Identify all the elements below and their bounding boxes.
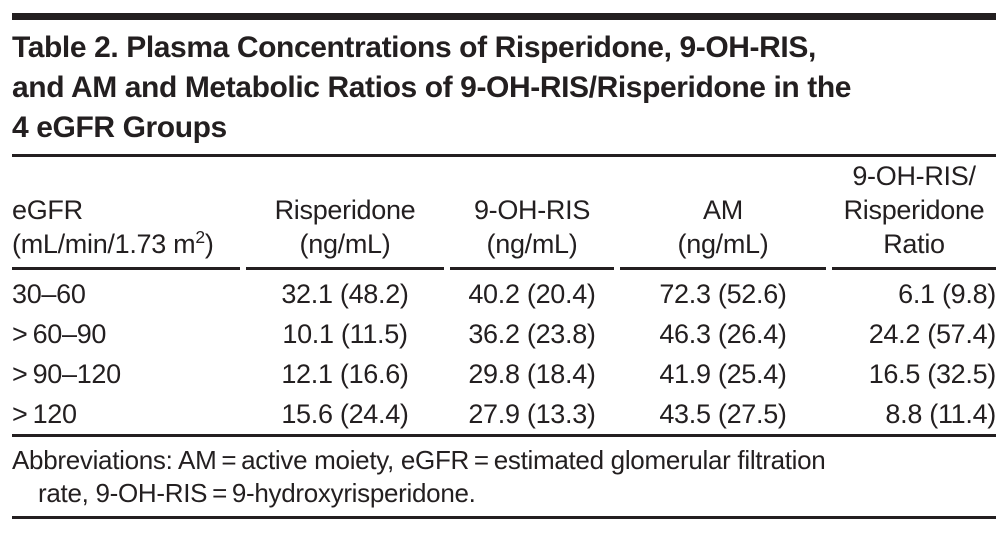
footnote-line-1: Abbreviations: AM = active moiety, eGFR … xyxy=(12,445,826,475)
am-cell: 41.9 (25.4) xyxy=(659,359,787,389)
rule-under-title xyxy=(12,154,996,157)
table-row-30-60: 30–60 32.1 (48.2) 40.2 (20.4) 72.3 (52.6… xyxy=(12,270,996,314)
risperidone-cell: 10.1 (11.5) xyxy=(282,319,408,349)
am-cell: 46.3 (26.4) xyxy=(659,319,787,349)
header-row: eGFR (mL/min/1.73 m2) Risperidone (ng/mL… xyxy=(12,157,996,270)
9ohris-cell: 36.2 (23.8) xyxy=(468,319,596,349)
table-header: eGFR (mL/min/1.73 m2) Risperidone (ng/mL… xyxy=(12,157,996,270)
top-thick-rule xyxy=(12,13,996,20)
table-row-90-120: > 90–120 12.1 (16.6) 29.8 (18.4) 41.9 (2… xyxy=(12,354,996,394)
egfr-cell: > 120 xyxy=(12,399,77,429)
rule-under-body xyxy=(12,434,996,437)
am-cell: 43.5 (27.5) xyxy=(659,399,787,429)
table-title-line-3: 4 eGFR Groups xyxy=(12,111,227,144)
9ohris-cell: 40.2 (20.4) xyxy=(468,279,596,309)
ratio-cell: 24.2 (57.4) xyxy=(868,319,997,349)
ratio-cell: 16.5 (32.5) xyxy=(868,359,997,389)
column-header-egfr: eGFR (mL/min/1.73 m2) xyxy=(12,157,240,270)
bottom-rule xyxy=(12,516,996,519)
column-header-risperidone: Risperidone (ng/mL) xyxy=(246,157,444,270)
column-header-am: AM (ng/mL) xyxy=(620,157,826,270)
superscript-2: 2 xyxy=(195,227,205,247)
ratio-cell: 8.8 (11.4) xyxy=(885,399,996,429)
table-row-60-90: > 60–90 10.1 (11.5) 36.2 (23.8) 46.3 (26… xyxy=(12,314,996,354)
table-row-120plus: > 120 15.6 (24.4) 27.9 (13.3) 43.5 (27.5… xyxy=(12,394,996,434)
egfr-cell: > 90–120 xyxy=(12,359,121,389)
table-title-line-1: Table 2. Plasma Concentrations of Risper… xyxy=(12,31,816,64)
column-header-9ohris: 9-OH-RIS (ng/mL) xyxy=(450,157,614,270)
table-title: Table 2. Plasma Concentrations of Risper… xyxy=(12,28,996,148)
egfr-cell: 30–60 xyxy=(12,279,86,309)
ratio-cell: 6.1 (9.8) xyxy=(898,279,996,309)
footnote: Abbreviations: AM = active moiety, eGFR … xyxy=(12,437,996,516)
risperidone-cell: 15.6 (24.4) xyxy=(281,399,409,429)
egfr-header-label: eGFR xyxy=(12,195,83,225)
9ohris-cell: 29.8 (18.4) xyxy=(468,359,596,389)
egfr-header-units: (mL/min/1.73 m2) xyxy=(12,227,214,259)
9ohris-cell: 27.9 (13.3) xyxy=(468,399,596,429)
table-body: 30–60 32.1 (48.2) 40.2 (20.4) 72.3 (52.6… xyxy=(12,270,996,434)
data-table: eGFR (mL/min/1.73 m2) Risperidone (ng/mL… xyxy=(6,157,1002,434)
am-cell: 72.3 (52.6) xyxy=(659,279,787,309)
footnote-line-2: rate, 9-OH-RIS = 9-hydroxyrisperidone. xyxy=(38,478,476,508)
column-header-ratio: 9-OH-RIS/ Risperidone Ratio xyxy=(832,157,996,270)
risperidone-cell: 32.1 (48.2) xyxy=(281,279,409,309)
egfr-cell: > 60–90 xyxy=(12,319,107,349)
table-title-line-2: and AM and Metabolic Ratios of 9-OH-RIS/… xyxy=(12,71,852,104)
risperidone-cell: 12.1 (16.6) xyxy=(281,359,409,389)
